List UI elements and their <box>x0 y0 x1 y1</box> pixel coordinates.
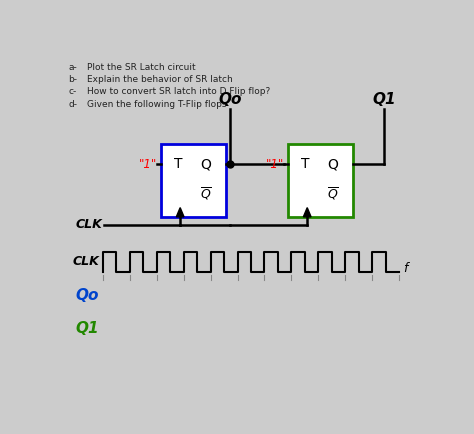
Polygon shape <box>303 207 311 217</box>
Text: f: f <box>403 262 408 275</box>
Text: Qo: Qo <box>75 288 99 303</box>
Text: $\overline{Q}$: $\overline{Q}$ <box>200 185 212 202</box>
Text: Plot the SR Latch circuit: Plot the SR Latch circuit <box>87 63 196 72</box>
Text: CLK: CLK <box>76 218 103 231</box>
Text: b-: b- <box>68 75 77 84</box>
Text: Q1: Q1 <box>75 321 99 336</box>
Bar <box>288 144 353 217</box>
Text: T: T <box>301 157 309 171</box>
Bar <box>161 144 226 217</box>
Polygon shape <box>176 207 184 217</box>
Text: $\overline{Q}$: $\overline{Q}$ <box>327 185 339 202</box>
Text: d-: d- <box>68 100 77 109</box>
Text: Given the following T-Flip flops: Given the following T-Flip flops <box>87 100 227 109</box>
Text: Qo: Qo <box>218 92 242 107</box>
Text: "1": "1" <box>265 158 284 171</box>
Text: How to convert SR latch into D Flip flop?: How to convert SR latch into D Flip flop… <box>87 88 271 96</box>
Text: T: T <box>173 157 182 171</box>
Text: Explain the behavior of SR latch: Explain the behavior of SR latch <box>87 75 233 84</box>
Text: Q1: Q1 <box>372 92 396 107</box>
Text: c-: c- <box>68 88 76 96</box>
Text: "1": "1" <box>138 158 157 171</box>
Text: a-: a- <box>68 63 77 72</box>
Text: Q: Q <box>200 157 210 171</box>
Text: Q: Q <box>327 157 338 171</box>
Text: CLK: CLK <box>72 255 99 268</box>
